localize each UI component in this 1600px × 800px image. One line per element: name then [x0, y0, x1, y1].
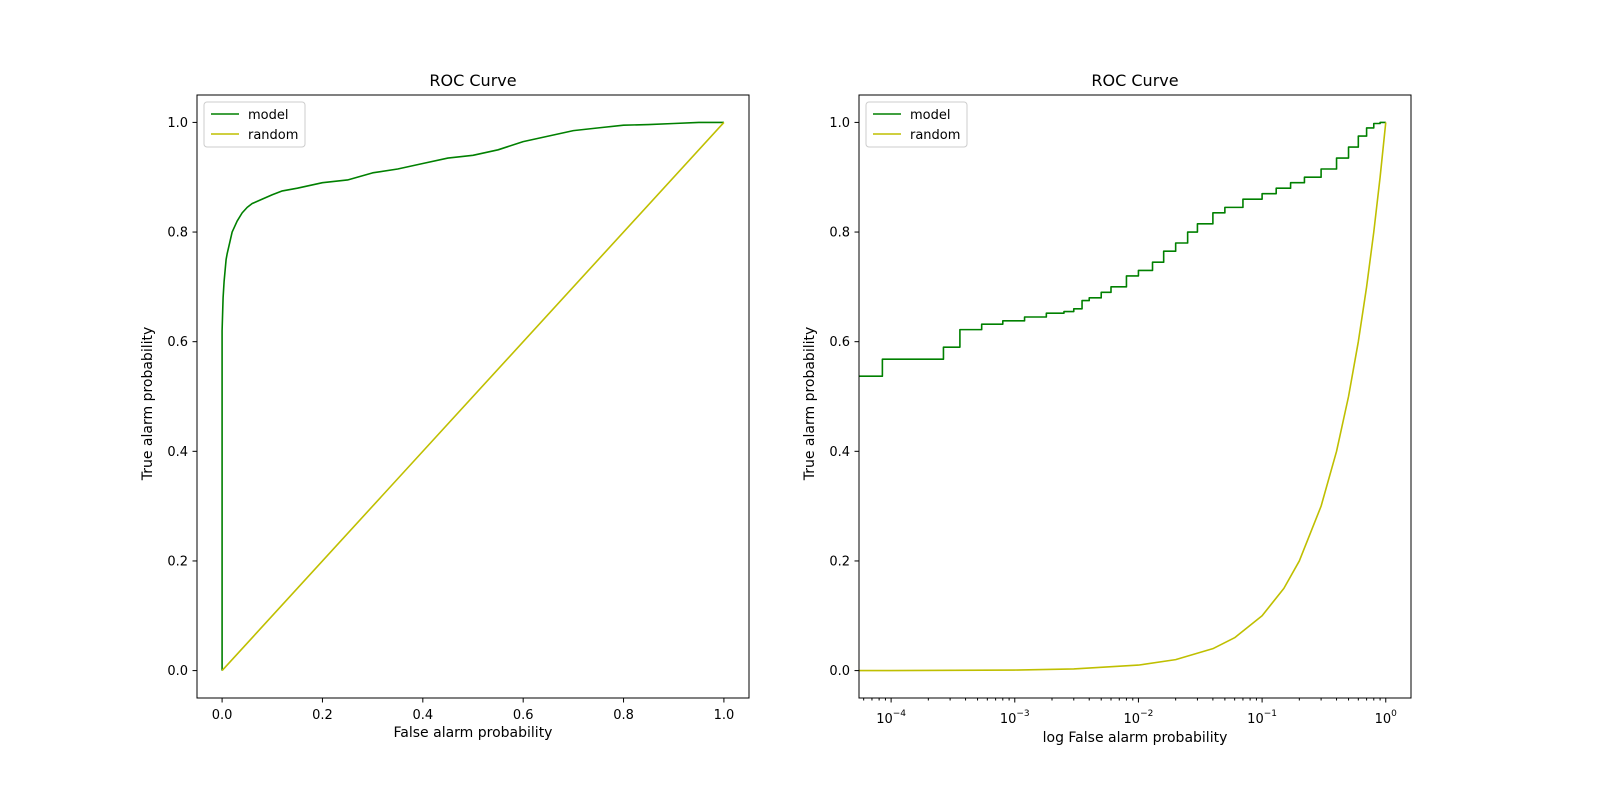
y-tick-label: 0.0	[829, 664, 850, 679]
y-tick-label: 0.2	[167, 554, 188, 569]
y-tick-label: 0.2	[829, 554, 850, 569]
y-tick-label: 0.4	[829, 445, 850, 460]
chart-title: ROC Curve	[429, 71, 516, 90]
y-tick-label: 0.4	[167, 445, 188, 460]
y-tick-label: 0.0	[167, 664, 188, 679]
x-tick-label: 10−1	[1247, 709, 1277, 727]
x-tick-label: 0.2	[312, 708, 333, 723]
y-tick-label: 1.0	[167, 116, 188, 131]
plot-frame	[858, 94, 1412, 699]
y-tick-label: 0.8	[167, 226, 188, 241]
chart-title: ROC Curve	[1091, 71, 1178, 90]
series-line-random	[221, 121, 725, 672]
roc-linear-panel: 0.0 0.2 0.4 0.6 0.8 1.0 0.0 0.2 0.4 0.6 0.8 1.0 ROC …	[140, 71, 750, 741]
x-tick-label: 10−3	[1000, 709, 1030, 727]
x-axis-label: log False alarm probability	[1043, 730, 1228, 746]
plot-frame	[196, 94, 750, 699]
x-tick-label: 0.6	[513, 708, 534, 723]
y-tick-label: 0.8	[829, 226, 850, 241]
x-tick-label: 0.8	[613, 708, 634, 723]
series-line-model	[859, 121, 1386, 378]
series-line-model	[221, 121, 724, 671]
series-line-random	[859, 122, 1387, 672]
x-tick-label: 0.4	[412, 708, 433, 723]
legend-label-model: model	[910, 108, 950, 123]
legend-label-random: random	[910, 128, 960, 143]
roc-log-panel: 10−4 10−3 10−2 10−1 100 0.0 0.2 0.4 0.6 0.8 1.0 ROC…	[802, 71, 1412, 746]
x-tick-label: 1.0	[714, 708, 735, 723]
x-tick-label: 10−2	[1124, 709, 1154, 727]
x-tick-label: 10−4	[876, 709, 906, 727]
legend: model random	[203, 101, 306, 148]
x-tick-label: 0.0	[212, 708, 233, 723]
legend-label-model: model	[248, 108, 288, 123]
x-tick-label: 100	[1375, 709, 1398, 727]
legend: model random	[865, 101, 968, 148]
y-tick-label: 1.0	[829, 116, 850, 131]
y-axis-label: True alarm probability	[140, 327, 156, 482]
legend-label-random: random	[248, 128, 298, 143]
x-axis-label: False alarm probability	[394, 725, 553, 741]
y-tick-label: 0.6	[167, 335, 188, 350]
y-tick-label: 0.6	[829, 335, 850, 350]
y-axis-label: True alarm probability	[802, 327, 818, 482]
